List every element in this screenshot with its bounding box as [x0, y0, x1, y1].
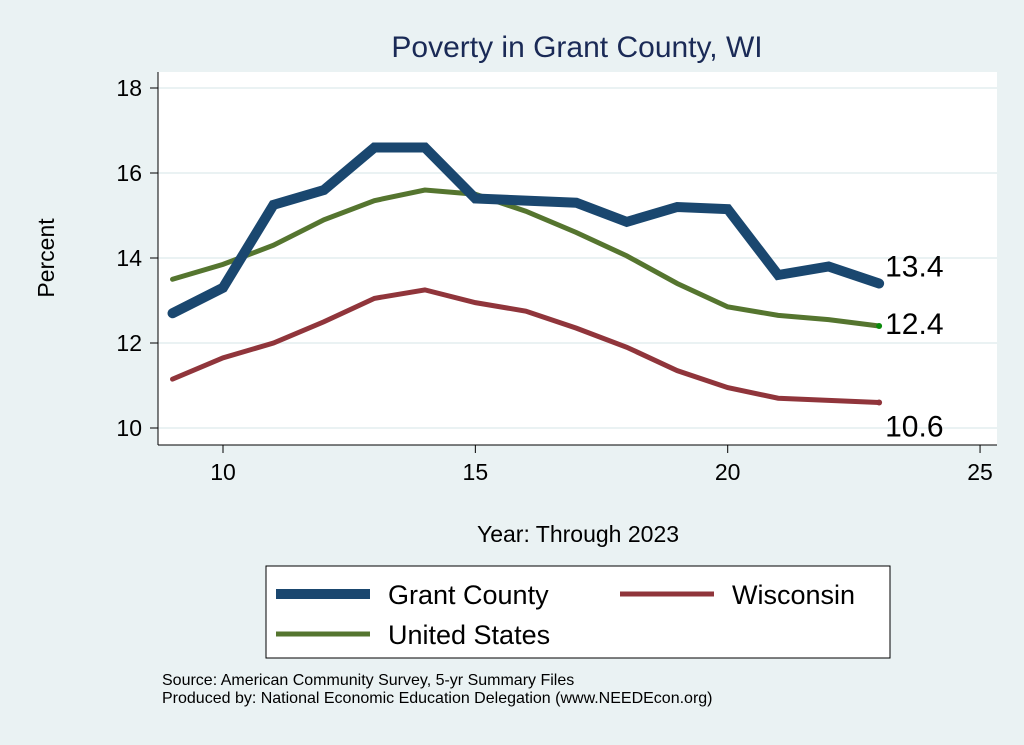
y-tick-label: 14 — [116, 245, 142, 271]
legend-label-united-states: United States — [388, 620, 550, 650]
y-tick-label: 16 — [116, 160, 142, 186]
legend-label-wisconsin: Wisconsin — [732, 580, 855, 610]
end-label-grant-county: 13.4 — [885, 251, 943, 284]
y-axis-label: Percent — [33, 218, 59, 298]
produced-by-note: Produced by: National Economic Education… — [162, 690, 713, 707]
y-tick-label: 10 — [116, 415, 142, 441]
series-line-grant-county — [167, 142, 885, 319]
y-tick-label: 18 — [116, 75, 142, 101]
x-tick-label: 20 — [715, 459, 741, 485]
end-point-grant-county — [876, 280, 883, 287]
x-tick-label: 25 — [967, 459, 993, 485]
end-point-united-states — [876, 323, 883, 329]
series-line-united-states — [170, 187, 882, 329]
x-tick-label: 10 — [210, 459, 236, 485]
chart-title: Poverty in Grant County, WI — [391, 31, 762, 64]
end-label-wisconsin: 10.6 — [885, 411, 943, 444]
x-tick-label: 15 — [463, 459, 489, 485]
end-point-wisconsin — [876, 399, 883, 406]
x-axis-label: Year: Through 2023 — [477, 521, 679, 547]
series-line-wisconsin — [170, 287, 882, 405]
source-note: Source: American Community Survey, 5-yr … — [162, 672, 575, 689]
end-label-united-states: 12.4 — [885, 308, 943, 341]
legend — [265, 565, 891, 659]
y-tick-label: 12 — [116, 330, 142, 356]
legend-label-grant-county: Grant County — [388, 580, 549, 610]
